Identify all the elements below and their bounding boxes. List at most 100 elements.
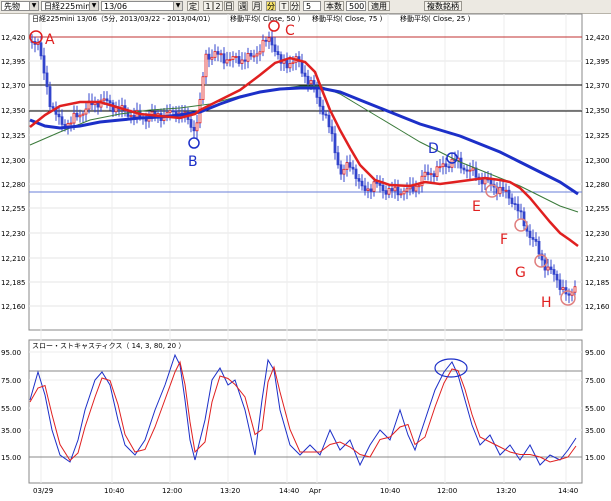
bars-count-value: 500 — [349, 2, 365, 11]
candle-body — [513, 203, 517, 205]
instrument-select[interactable]: 日経225mini ▼ — [41, 1, 99, 11]
candle-body — [441, 163, 445, 168]
candle-body — [105, 98, 109, 102]
candle-body — [267, 37, 271, 42]
candle-body — [240, 59, 244, 64]
candle-body — [474, 167, 478, 178]
interval-value: 5 — [306, 2, 312, 11]
period-button[interactable]: 2 — [213, 1, 223, 11]
candle-body — [363, 185, 367, 191]
chevron-down-icon[interactable]: ▼ — [173, 2, 182, 10]
time-axis: 03/29 10:40 12:00 13:20 14:40 Apr 10:40 12:00 13… — [33, 487, 578, 495]
interval-input[interactable]: 5 — [303, 1, 321, 11]
marker-label-f: F — [500, 232, 508, 248]
period-button[interactable]: 日 — [224, 1, 234, 11]
marker-circle — [268, 20, 280, 32]
candle-body — [438, 166, 442, 169]
fix-button[interactable]: 定 — [187, 1, 199, 11]
candle-body — [132, 115, 136, 118]
candle-body — [498, 186, 502, 195]
price-tick-right: 12,160 — [585, 303, 610, 311]
chevron-down-icon[interactable]: ▼ — [29, 2, 38, 10]
candle-body — [501, 186, 505, 191]
candle-body — [327, 114, 331, 128]
time-tick: 13:20 — [220, 487, 240, 495]
candle-body — [348, 162, 352, 168]
candle-body — [213, 51, 217, 58]
price-tick-right: 12,230 — [585, 230, 610, 238]
candle-body — [195, 122, 199, 132]
marker-circle — [29, 30, 43, 44]
candle-body — [69, 122, 73, 125]
period-button[interactable]: 分 — [266, 1, 276, 11]
time-tick: 10:40 — [380, 487, 400, 495]
price-tick-right: 12,255 — [585, 205, 610, 213]
candle-body — [405, 188, 409, 192]
candle-body — [222, 53, 226, 64]
marker-label-b: B — [188, 154, 198, 170]
contract-select[interactable]: 13/06 ▼ — [101, 1, 183, 11]
marker-circle — [514, 218, 528, 232]
period-button[interactable]: 1 — [203, 1, 213, 11]
candle-body — [468, 169, 472, 172]
candle-body — [489, 179, 493, 185]
candle-body — [414, 185, 418, 192]
marker-circle — [188, 137, 200, 149]
candle-body — [315, 88, 319, 98]
price-axis: 12,420 12,420 12,395 12,395 12,370 12,370 12,3… — [1, 34, 610, 311]
candle-body — [270, 37, 274, 46]
candle-body — [255, 53, 259, 57]
candle-body — [462, 167, 466, 171]
candle-body — [573, 286, 577, 293]
price-tick-left: 12,255 — [1, 205, 26, 213]
candle-body — [237, 56, 241, 64]
candle-body — [552, 269, 556, 275]
candle-body — [285, 59, 289, 69]
chart-svg[interactable]: 日経225mini 13/06（5分, 2013/03/22 - 2013/04… — [0, 13, 611, 497]
bars-count-input[interactable]: 500 — [346, 1, 366, 11]
market-select-value: 先物 — [4, 2, 20, 11]
osc-tick-right: 15.00 — [585, 454, 605, 462]
period-button[interactable]: 週 — [238, 1, 248, 11]
period-button[interactable]: T — [279, 1, 289, 11]
candle-body — [336, 152, 340, 166]
price-tick-right: 12,325 — [585, 132, 610, 140]
apply-button[interactable]: 適用 — [368, 1, 390, 11]
period-button[interactable]: 月 — [252, 1, 262, 11]
candle-body — [252, 55, 256, 58]
candle-body — [504, 189, 508, 192]
candle-body — [201, 76, 205, 100]
candle-body — [471, 167, 475, 171]
candle-body — [168, 110, 172, 114]
osc-tick-left: 55.00 — [1, 405, 21, 413]
candle-body — [423, 171, 427, 177]
candle-body — [228, 59, 232, 61]
candle-body — [558, 279, 562, 290]
price-tick-right: 12,300 — [585, 157, 610, 165]
marker-label-c: C — [285, 23, 295, 39]
candle-body — [528, 230, 532, 238]
compare-button[interactable]: 複数銘柄 — [424, 1, 462, 11]
price-tick-left: 12,395 — [1, 58, 26, 66]
chevron-down-icon[interactable]: ▼ — [89, 2, 98, 10]
candle-body — [207, 53, 211, 60]
candle-body — [234, 56, 238, 58]
market-select[interactable]: 先物 ▼ — [1, 1, 39, 11]
candle-body — [309, 80, 313, 85]
annotation-markers: A B C D E F G H — [29, 20, 576, 378]
bars-label-button[interactable]: 本数 — [324, 1, 344, 11]
time-tick: 03/29 — [33, 487, 53, 495]
candle-body — [264, 39, 268, 42]
instrument-select-value: 日経225mini — [44, 2, 93, 11]
candle-body — [435, 166, 439, 178]
period-button[interactable]: 分 — [290, 1, 300, 11]
candle-body — [549, 266, 553, 270]
candle-body — [273, 44, 277, 52]
ma25-legend: 移動平均( Close, 25 ) — [400, 14, 471, 23]
chart-area: 日経225mini 13/06（5分, 2013/03/22 - 2013/04… — [0, 13, 611, 501]
candle-body — [129, 115, 133, 117]
candle-body — [321, 105, 325, 115]
candle-body — [345, 162, 349, 170]
price-tick-left: 12,370 — [1, 82, 26, 90]
